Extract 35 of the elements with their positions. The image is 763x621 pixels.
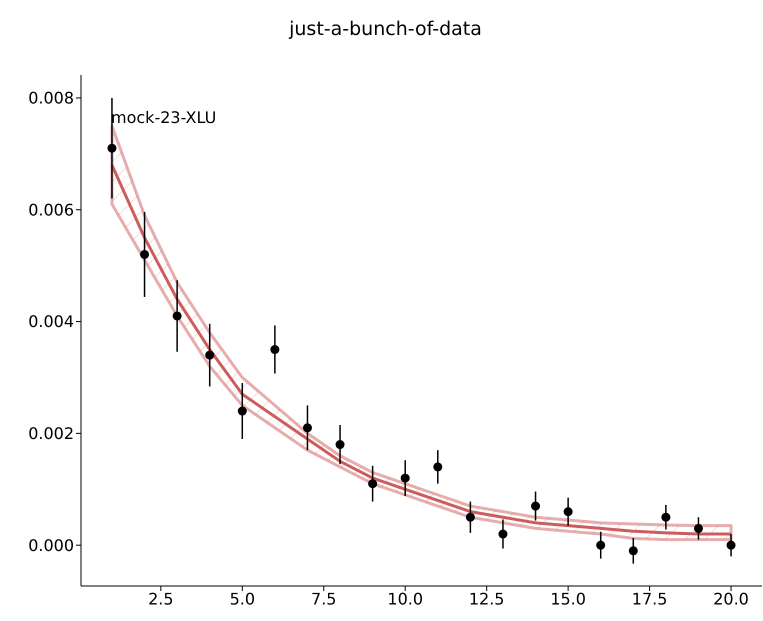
y-tick-label: 0.000 [28, 536, 74, 555]
point [466, 512, 475, 522]
x-tick-label: 17.5 [632, 589, 668, 608]
y-tick-label: 0.002 [28, 424, 74, 444]
point [270, 345, 280, 354]
x-tick-label: 5.0 [230, 589, 256, 608]
point [531, 502, 540, 511]
point [661, 512, 670, 522]
point [140, 250, 150, 259]
point [564, 507, 573, 516]
x-tick-label: 10.0 [387, 589, 424, 608]
point [302, 423, 312, 432]
point [433, 462, 442, 472]
point [694, 524, 703, 533]
y-tick-label: 0.006 [28, 200, 74, 220]
annotation: mock-23-XLU [111, 108, 216, 127]
point [498, 530, 508, 539]
point [107, 144, 116, 153]
point [368, 479, 378, 488]
point [628, 546, 638, 556]
y-tick-label: 0.004 [28, 312, 74, 332]
point [205, 350, 214, 360]
point [172, 311, 182, 320]
point [726, 540, 736, 550]
x-tick-label: 12.5 [468, 589, 504, 608]
x-tick-label: 20.0 [713, 589, 749, 608]
x-tick-label: 2.5 [148, 589, 174, 608]
chart-title: just-a-bunch-of-data [288, 18, 483, 40]
y-tick-label: 0.008 [28, 88, 74, 108]
x-tick-label: 15.0 [550, 589, 586, 608]
point [238, 406, 247, 416]
point [596, 540, 606, 550]
x-tick-label: 7.5 [311, 589, 336, 608]
point [336, 440, 345, 450]
point [400, 474, 410, 483]
